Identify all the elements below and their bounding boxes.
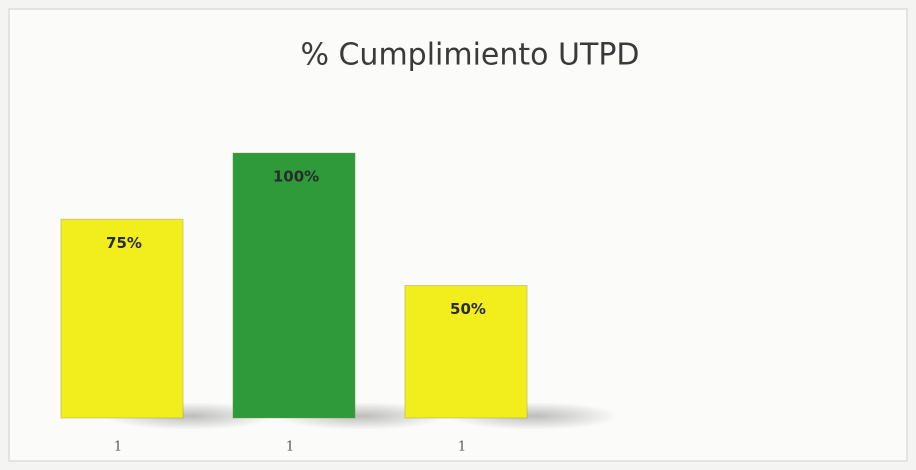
x-tick-label: 1 [458,440,466,455]
x-tick-label: 1 [286,440,294,455]
bar [404,285,528,419]
value-label: 100% [273,168,319,186]
x-tick-label: 1 [114,440,122,455]
bar [60,218,184,419]
chart-title: % Cumplimiento UTPD [300,38,639,73]
value-label: 50% [450,300,486,318]
value-label: 75% [106,234,142,252]
bar [232,152,356,419]
